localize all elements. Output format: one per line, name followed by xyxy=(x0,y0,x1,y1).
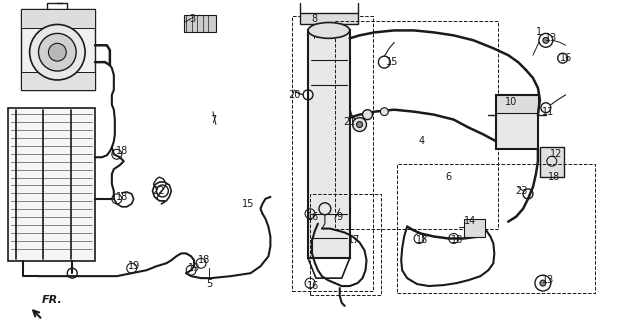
Text: 19: 19 xyxy=(188,263,200,273)
Ellipse shape xyxy=(308,22,350,38)
Text: 16: 16 xyxy=(560,53,572,63)
Bar xyxy=(292,16,374,291)
Circle shape xyxy=(540,280,546,286)
Text: 4: 4 xyxy=(419,136,425,146)
Text: 16: 16 xyxy=(307,212,319,222)
Circle shape xyxy=(543,37,549,43)
Text: 17: 17 xyxy=(349,236,361,245)
Text: 7: 7 xyxy=(210,115,216,124)
Text: 23: 23 xyxy=(515,186,527,196)
Bar xyxy=(496,95,538,113)
Ellipse shape xyxy=(39,33,76,71)
Bar xyxy=(310,194,381,295)
Text: 10: 10 xyxy=(505,97,517,107)
Text: 16: 16 xyxy=(307,281,319,291)
Text: 5: 5 xyxy=(206,279,212,289)
Bar xyxy=(21,9,95,90)
Text: 13: 13 xyxy=(541,275,554,285)
Text: 20: 20 xyxy=(288,90,300,100)
Text: 14: 14 xyxy=(464,216,476,226)
Text: 1: 1 xyxy=(536,28,542,37)
Text: 6: 6 xyxy=(446,172,452,182)
Text: 18: 18 xyxy=(451,236,463,245)
Text: 3: 3 xyxy=(189,13,195,24)
Text: 8: 8 xyxy=(311,13,317,24)
Bar xyxy=(300,12,357,24)
Text: 19: 19 xyxy=(128,261,140,271)
Text: 15: 15 xyxy=(242,199,255,209)
Text: 18: 18 xyxy=(198,255,210,265)
Bar xyxy=(184,15,216,32)
Text: 9: 9 xyxy=(337,212,343,222)
Circle shape xyxy=(381,108,388,116)
Text: 15: 15 xyxy=(386,57,399,67)
Text: FR.: FR. xyxy=(42,295,63,305)
Text: 18: 18 xyxy=(116,146,128,156)
Bar xyxy=(496,95,538,149)
Ellipse shape xyxy=(48,43,66,61)
Text: 12: 12 xyxy=(550,149,562,159)
Text: 13: 13 xyxy=(545,33,557,43)
Ellipse shape xyxy=(29,24,85,80)
Text: 22: 22 xyxy=(152,186,165,196)
Bar xyxy=(21,72,95,90)
Bar xyxy=(21,9,95,28)
Bar xyxy=(308,30,350,258)
Circle shape xyxy=(352,118,366,132)
Bar xyxy=(464,219,485,236)
Bar xyxy=(8,108,95,261)
Text: 11: 11 xyxy=(541,107,554,117)
Bar xyxy=(540,147,563,177)
Circle shape xyxy=(362,110,372,120)
Text: 18: 18 xyxy=(548,172,560,182)
Circle shape xyxy=(357,122,362,128)
Text: 18: 18 xyxy=(116,192,128,202)
Text: 21: 21 xyxy=(344,116,356,127)
Bar xyxy=(335,20,498,228)
Bar xyxy=(398,164,595,293)
Text: 18: 18 xyxy=(416,236,428,245)
